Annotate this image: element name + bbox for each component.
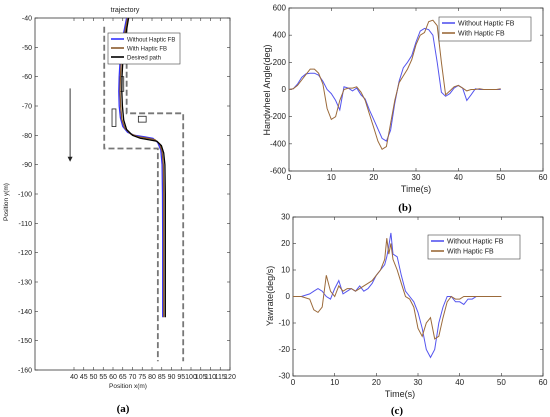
handwheel-legend-label: With Haptic FB	[458, 30, 505, 37]
trajectory-x-tick-label: 115	[215, 374, 226, 381]
handwheel-legend-label: Without Haptic FB	[458, 20, 515, 27]
handwheel-y-tick-label: 600	[273, 4, 287, 13]
trajectory-x-tick-label: 95	[177, 374, 185, 381]
trajectory-series-line	[119, 17, 165, 318]
trajectory-x-tick-label: 50	[90, 374, 98, 381]
trajectory-y-tick-label: -150	[18, 338, 32, 345]
yawrate-y-tick-label: -30	[278, 372, 290, 381]
yawrate-series-line	[293, 232, 502, 359]
trajectory-x-tick-label: 60	[109, 374, 117, 381]
obstacle-box	[111, 108, 117, 127]
trajectory-x-tick-label: 70	[129, 374, 137, 381]
obstacle-box	[137, 115, 147, 123]
trajectory-x-tick-label: 105	[195, 374, 207, 381]
trajectory-y-tick-label: -110	[19, 221, 33, 228]
handwheel-y-axis-label: Handwheel Angle(deg)	[262, 44, 272, 135]
yawrate-series-line	[293, 238, 502, 340]
road-boundary-line	[103, 26, 159, 362]
trajectory-x-tick-label: 65	[119, 374, 127, 381]
yawrate-y-axis-label: Yawrate(deg/s)	[265, 266, 275, 326]
direction-arrow-head	[67, 156, 73, 162]
handwheel-x-tick-label: 40	[454, 173, 463, 182]
yawrate-x-tick-label: 20	[372, 378, 381, 387]
road-boundary-line	[125, 26, 185, 362]
yawrate-x-tick-label: 30	[414, 378, 423, 387]
trajectory-title: trajectory	[111, 7, 140, 14]
panel-label-c: (c)	[391, 405, 404, 417]
handwheel-x-tick-label: 0	[287, 173, 292, 182]
yawrate-y-tick-label: 10	[281, 266, 290, 275]
yawrate-x-tick-label: 40	[455, 378, 464, 387]
trajectory-y-tick-label: -140	[18, 309, 32, 316]
yawrate-legend-label: With Haptic FB	[447, 248, 494, 255]
handwheel-x-tick-label: 10	[327, 173, 336, 182]
trajectory-x-tick-label: 55	[99, 374, 107, 381]
trajectory-plot-frame	[34, 17, 231, 371]
handwheel-x-tick-label: 20	[369, 173, 378, 182]
trajectory-y-tick-label: -120	[18, 250, 32, 257]
trajectory-y-tick-label: -130	[18, 280, 32, 287]
trajectory-x-tick-label: 120	[224, 374, 236, 381]
trajectory-x-tick-label: 90	[168, 374, 176, 381]
trajectory-legend-box	[107, 32, 181, 65]
trajectory-x-tick-label: 40	[70, 374, 78, 381]
trajectory-y-tick-label: -80	[22, 133, 32, 140]
handwheel-series-line	[288, 27, 501, 142]
handwheel-x-tick-label: 50	[496, 173, 505, 182]
yawrate-x-tick-label: 0	[291, 378, 296, 387]
trajectory-y-tick-label: -70	[22, 104, 32, 111]
handwheel-angle-chart: Time(s) Handwheel Angle(deg) (b) 0 10 20 30…	[262, 4, 548, 215]
handwheel-legend-box	[438, 16, 532, 42]
yawrate-x-axis-label: Time(s)	[385, 389, 415, 399]
panel-label-a: (a)	[117, 403, 130, 415]
trajectory-y-tick-label: -90	[22, 162, 32, 169]
yawrate-y-tick-label: 0	[286, 292, 291, 301]
yawrate-y-tick-label: 30	[281, 213, 290, 222]
trajectory-y-tick-label: -100	[18, 192, 32, 199]
trajectory-x-tick-label: 75	[138, 374, 146, 381]
handwheel-x-axis-label: Time(s)	[401, 184, 431, 194]
trajectory-x-axis-label: Position x(m)	[109, 383, 147, 390]
yawrate-legend-box	[427, 234, 521, 260]
yawrate-y-tick-label: -20	[278, 345, 290, 354]
handwheel-y-tick-label: 0	[282, 85, 287, 94]
yawrate-legend-label: Without Haptic FB	[447, 238, 504, 245]
yawrate-chart: Time(s) Yawrate(deg/s) (c) 0 10 20 30 40 50 60…	[265, 213, 548, 417]
handwheel-y-tick-label: 400	[273, 31, 287, 40]
yawrate-x-tick-label: 60	[539, 378, 548, 387]
trajectory-y-axis-label: Position y(m)	[3, 183, 10, 221]
trajectory-series-line	[121, 17, 166, 318]
panel-label-b: (b)	[398, 202, 412, 214]
trajectory-x-tick-label: 110	[205, 374, 216, 381]
trajectory-x-tick-label: 80	[148, 374, 156, 381]
trajectory-legend-label: With Haptic FB	[127, 46, 167, 52]
trajectory-y-tick-label: -40	[22, 16, 32, 23]
handwheel-y-tick-label: -600	[270, 167, 287, 176]
handwheel-y-tick-label: 200	[273, 58, 287, 67]
trajectory-legend-label: Without Haptic FB	[127, 37, 175, 43]
handwheel-y-tick-label: -400	[270, 139, 287, 148]
handwheel-x-tick-label: 60	[539, 173, 548, 182]
trajectory-y-tick-label: -60	[22, 74, 32, 81]
yawrate-y-tick-label: 20	[281, 239, 290, 248]
trajectory-y-tick-label: -50	[22, 45, 32, 52]
handwheel-series-line	[288, 19, 501, 151]
trajectory-legend-label: Desired path	[127, 55, 161, 61]
trajectory-chart: trajectory Position x(m) Position y(m) (…	[3, 7, 236, 415]
trajectory-y-tick-label: -160	[18, 368, 32, 375]
trajectory-x-tick-label: 45	[80, 374, 88, 381]
trajectory-x-tick-label: 85	[158, 374, 166, 381]
handwheel-x-tick-label: 30	[412, 173, 421, 182]
yawrate-y-tick-label: -10	[278, 319, 290, 328]
handwheel-y-tick-label: -200	[270, 112, 287, 121]
trajectory-x-tick-label: 100	[185, 374, 197, 381]
yawrate-x-tick-label: 50	[497, 378, 506, 387]
yawrate-x-tick-label: 10	[330, 378, 339, 387]
